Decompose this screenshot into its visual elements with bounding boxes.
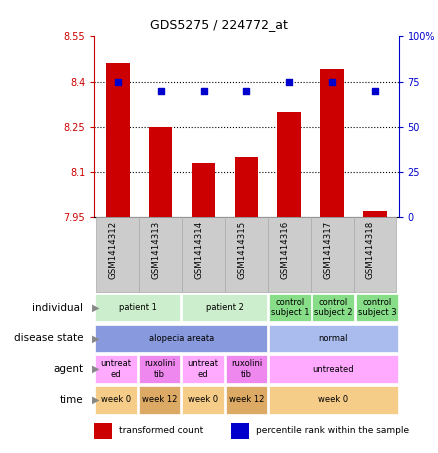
Bar: [95, 324, 267, 352]
Text: GSM1414315: GSM1414315: [237, 221, 246, 280]
Bar: [269, 355, 398, 383]
Point: [286, 78, 293, 85]
Bar: [95, 355, 137, 383]
Text: ruxolini
tib: ruxolini tib: [144, 360, 175, 379]
Text: control
subject 3: control subject 3: [357, 298, 396, 317]
Bar: [138, 386, 180, 414]
Bar: [149, 127, 173, 217]
Text: week 0: week 0: [188, 395, 218, 405]
Bar: [192, 163, 215, 217]
Bar: [138, 355, 180, 383]
Bar: [311, 217, 353, 292]
Bar: [277, 112, 301, 217]
Text: time: time: [60, 395, 83, 405]
Bar: [94, 423, 113, 439]
Text: GDS5275 / 224772_at: GDS5275 / 224772_at: [150, 19, 288, 31]
Text: normal: normal: [318, 334, 348, 343]
Bar: [182, 217, 225, 292]
Text: alopecia areata: alopecia areata: [148, 334, 214, 343]
Bar: [356, 294, 398, 322]
Point: [328, 78, 336, 85]
Text: week 12: week 12: [142, 395, 177, 405]
Bar: [268, 217, 311, 292]
Text: patient 2: patient 2: [206, 303, 244, 312]
Text: ▶: ▶: [92, 333, 99, 343]
Text: control
subject 1: control subject 1: [271, 298, 309, 317]
Bar: [231, 423, 249, 439]
Text: week 0: week 0: [101, 395, 131, 405]
Text: patient 1: patient 1: [119, 303, 157, 312]
Bar: [269, 294, 311, 322]
Bar: [363, 212, 387, 217]
Text: untreat
ed: untreat ed: [100, 360, 131, 379]
Bar: [182, 386, 224, 414]
Text: individual: individual: [32, 303, 83, 313]
Text: ▶: ▶: [92, 303, 99, 313]
Text: control
subject 2: control subject 2: [314, 298, 353, 317]
Bar: [269, 386, 398, 414]
Bar: [226, 386, 267, 414]
Text: ▶: ▶: [92, 395, 99, 405]
Point: [114, 78, 121, 85]
Bar: [182, 355, 224, 383]
Text: transformed count: transformed count: [119, 426, 203, 434]
Bar: [320, 69, 344, 217]
Text: untreated: untreated: [313, 365, 354, 374]
Text: ruxolini
tib: ruxolini tib: [231, 360, 262, 379]
Point: [243, 87, 250, 94]
Text: GSM1414316: GSM1414316: [280, 221, 289, 280]
Text: GSM1414312: GSM1414312: [109, 221, 118, 280]
Text: week 0: week 0: [318, 395, 348, 405]
Text: agent: agent: [53, 364, 83, 374]
Bar: [96, 217, 139, 292]
Bar: [139, 217, 182, 292]
Point: [371, 87, 378, 94]
Bar: [95, 386, 137, 414]
Bar: [106, 63, 130, 217]
Point: [157, 87, 164, 94]
Text: GSM1414313: GSM1414313: [152, 221, 161, 280]
Text: disease state: disease state: [14, 333, 83, 343]
Bar: [235, 157, 258, 217]
Text: week 12: week 12: [229, 395, 264, 405]
Bar: [95, 294, 180, 322]
Text: GSM1414318: GSM1414318: [366, 221, 375, 280]
Bar: [226, 355, 267, 383]
Text: ▶: ▶: [92, 364, 99, 374]
Bar: [182, 294, 267, 322]
Text: untreat
ed: untreat ed: [187, 360, 219, 379]
Bar: [269, 324, 398, 352]
Bar: [312, 294, 354, 322]
Text: GSM1414317: GSM1414317: [323, 221, 332, 280]
Text: GSM1414314: GSM1414314: [194, 221, 204, 280]
Bar: [353, 217, 396, 292]
Bar: [225, 217, 268, 292]
Text: percentile rank within the sample: percentile rank within the sample: [255, 426, 409, 434]
Point: [200, 87, 207, 94]
